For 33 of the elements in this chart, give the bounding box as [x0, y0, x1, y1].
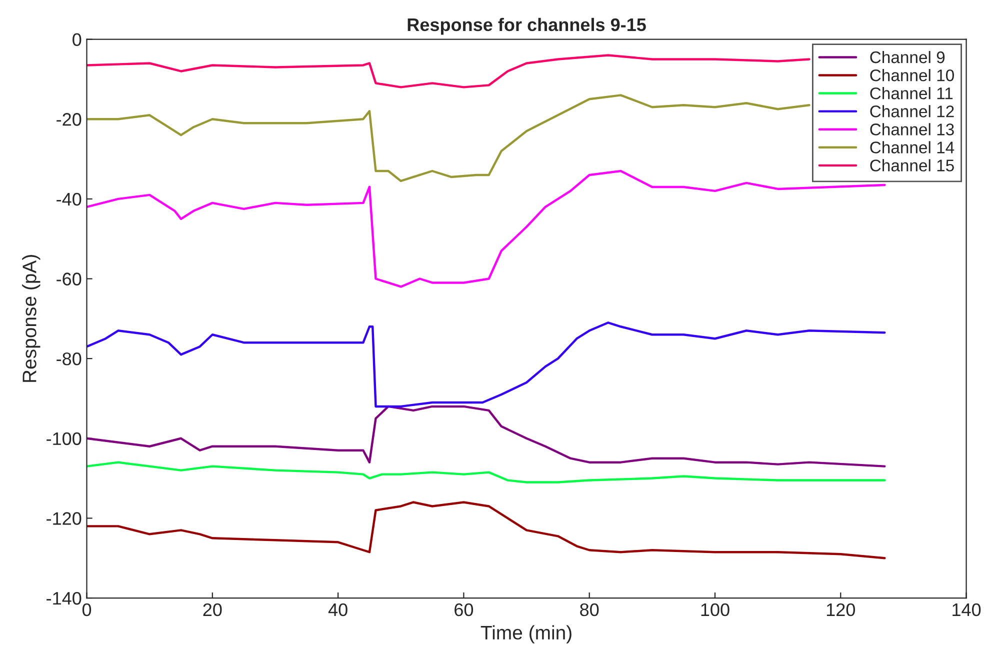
x-tick-label: 80 — [580, 603, 599, 616]
legend-label: Channel 14 — [870, 141, 954, 154]
x-tick-label: 0 — [82, 603, 92, 616]
legend-label: Channel 13 — [870, 123, 954, 136]
y-tick-label: -80 — [56, 352, 82, 366]
legend-label: Channel 12 — [870, 105, 954, 118]
x-tick-label: 120 — [826, 603, 855, 616]
chart-title: Response for channels 9-15 — [408, 18, 646, 35]
line-series — [86, 501, 886, 560]
legend-label: Channel 15 — [870, 159, 954, 172]
line-series — [86, 322, 886, 408]
y-tick-label: -20 — [56, 113, 82, 126]
y-axis-title: Response (pA) — [22, 255, 40, 382]
line-series — [86, 94, 810, 182]
x-tick-label: 60 — [454, 603, 474, 616]
y-tick-label: -60 — [56, 272, 82, 286]
y-tick-label: -40 — [56, 192, 82, 206]
legend-label: Channel 11 — [870, 87, 953, 100]
legend-label: Channel 9 — [870, 50, 945, 64]
y-tick-label: -140 — [46, 592, 82, 605]
x-tick-label: 40 — [328, 603, 348, 616]
line-series — [86, 170, 886, 288]
y-tick-label: -100 — [46, 432, 82, 446]
line-series — [86, 54, 810, 88]
line-series — [86, 461, 886, 484]
x-tick-label: 140 — [952, 603, 981, 616]
x-tick-label: 100 — [701, 603, 730, 616]
y-tick-label: -120 — [46, 512, 82, 525]
x-tick-label: 20 — [203, 603, 222, 616]
legend-label: Channel 10 — [870, 69, 954, 82]
line-series — [86, 405, 886, 468]
x-axis-title: Time (min) — [480, 625, 572, 644]
y-tick-label: 0 — [72, 33, 82, 46]
